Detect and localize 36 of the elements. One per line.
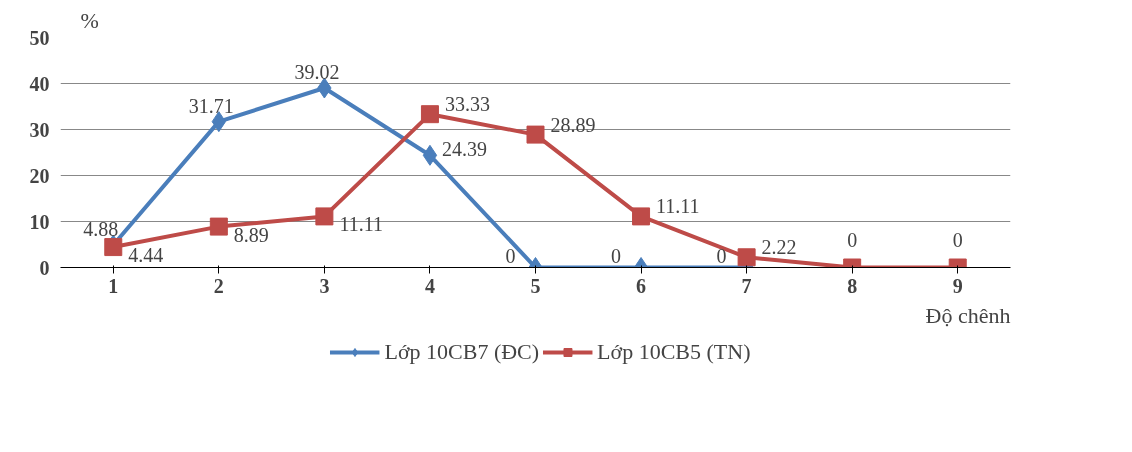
y-tick-label: 40 [29,72,50,95]
x-tick-label: 3 [319,274,330,297]
data-label: 4.88 [83,218,119,241]
y-tick-label: 20 [29,164,50,187]
x-tick-label: 9 [952,274,963,297]
y-axis-title: % [80,7,99,33]
data-label: 11.11 [656,195,700,218]
y-tick-label: 0 [39,256,50,279]
data-label: 0 [847,228,858,251]
data-label: 39.02 [294,61,340,84]
point [422,144,438,166]
data-label: 24.39 [441,138,487,161]
y-tick-label: 10 [29,210,50,233]
x-tick-label: 5 [530,274,541,297]
y-tick-label: 50 [29,26,50,49]
point [420,105,439,124]
data-label: 0 [716,244,727,267]
data-label: 0 [505,244,516,267]
data-label: 0 [611,244,622,267]
data-label: 31.71 [188,94,234,117]
data-label: 8.89 [233,223,269,246]
legend-label: Lớp 10CB5 (TN) [597,339,751,365]
x-tick-label: 6 [636,274,647,297]
x-tick-label: 8 [847,274,858,297]
x-tick-label: 1 [108,274,119,297]
data-label: 0 [952,228,963,251]
data-label: 2.22 [761,236,797,259]
point [526,125,545,144]
data-label: 33.33 [444,93,490,116]
x-tick-label: 7 [741,274,752,297]
y-tick-label: 30 [29,118,50,141]
data-label: 4.44 [128,244,164,267]
x-tick-label: 4 [424,274,435,297]
x-axis-title: Độ chênh [925,302,1011,328]
x-tick-label: 2 [213,274,224,297]
legend-label: Lớp 10CB7 (ĐC) [384,339,540,365]
